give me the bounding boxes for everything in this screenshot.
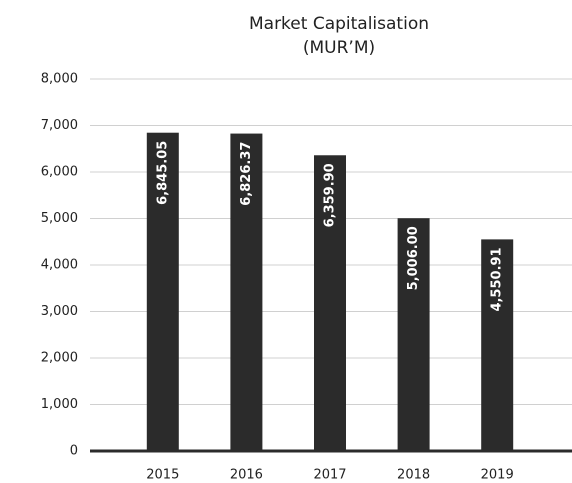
y-tick-label: 5,000 [41,211,78,226]
y-tick-label: 6,000 [41,165,78,180]
value-label: 4,550.91 [490,247,505,311]
bar [314,155,346,451]
y-tick-label: 1,000 [41,397,78,412]
x-tick-label: 2017 [313,468,346,483]
bar [397,218,430,451]
y-tick-label: 8,000 [41,72,78,87]
y-tick-label: 2,000 [41,351,78,366]
bar [230,133,263,451]
y-tick-label: 4,000 [41,258,78,273]
value-label: 6,826.37 [239,142,254,206]
value-label: 6,359.90 [323,163,338,227]
x-tick-label: 2015 [146,468,179,483]
y-tick-label: 7,000 [41,118,78,133]
chart-title: Market Capitalisation [249,14,429,34]
x-tick-label: 2019 [481,468,514,483]
x-tick-label: 2018 [397,468,430,483]
value-label: 6,845.05 [155,141,170,205]
bar [481,239,514,451]
chart-subtitle: (MUR’M) [303,38,375,58]
value-label: 5,006.00 [406,226,421,290]
y-tick-label: 0 [70,444,78,459]
x-tick-label: 2016 [230,468,263,483]
bar [146,132,179,451]
y-tick-label: 3,000 [41,304,78,319]
